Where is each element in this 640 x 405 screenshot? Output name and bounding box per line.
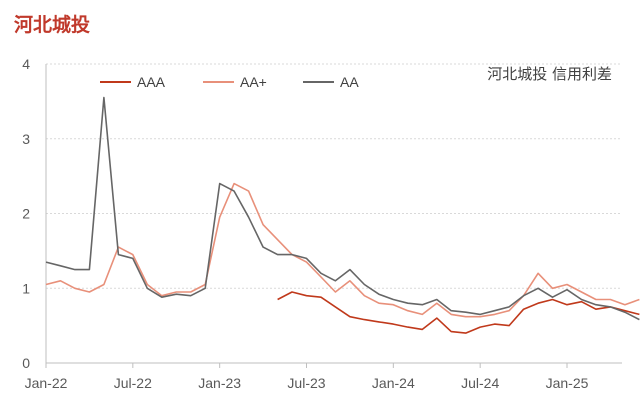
x-tick-label: Jan-24 (372, 375, 415, 391)
grid (46, 63, 622, 289)
legend-label: AAA (137, 74, 166, 90)
series-line-aaplus (45, 182, 640, 318)
y-tick-label: 0 (22, 355, 30, 371)
y-tick-label: 4 (22, 56, 30, 72)
y-tick-label: 2 (22, 206, 30, 222)
legend: AAA AA+ AA (100, 74, 359, 90)
y-tick-label: 1 (22, 280, 30, 296)
x-tick-label: Jan-25 (546, 375, 589, 391)
legend-label: AA (340, 74, 359, 90)
x-tick-label: Jul-24 (461, 375, 499, 391)
y-tick-label: 3 (22, 131, 30, 147)
axes: 0 1 2 3 4 Jan-22 Jul-22 Jan-23 Jul-23 Jan-24 Jul-2… (22, 56, 622, 391)
x-tick-label: Jan-22 (25, 375, 68, 391)
series-line-aaa (277, 291, 640, 334)
x-tick-label: Jul-23 (287, 375, 325, 391)
x-tick-label: Jan-23 (198, 375, 241, 391)
chart-subtitle: 河北城投 信用利差 (487, 65, 612, 83)
chart-title: 河北城投 (14, 14, 91, 36)
series-lines (45, 96, 640, 334)
x-tick-label: Jul-22 (114, 375, 152, 391)
series-line-aa (45, 96, 640, 321)
legend-label: AA+ (240, 74, 267, 90)
